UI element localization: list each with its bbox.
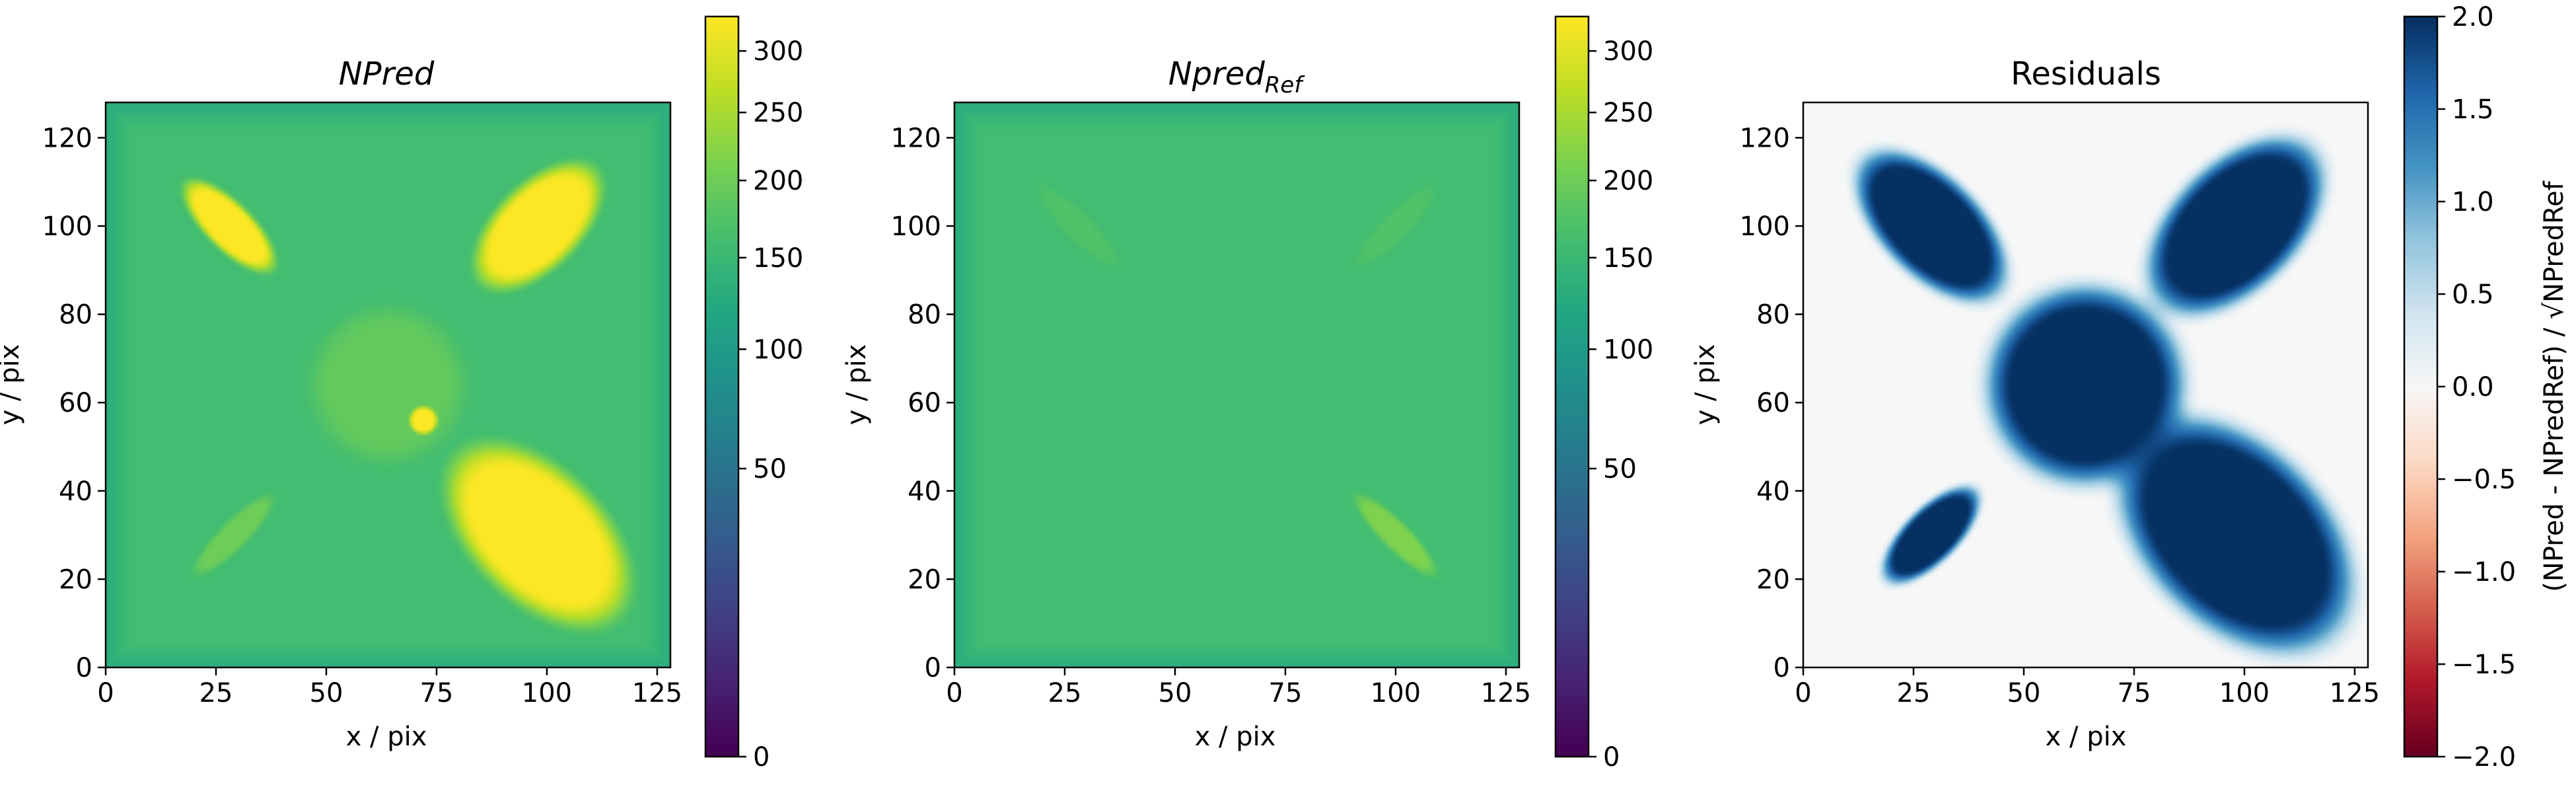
x-tick-label: 125 [632, 678, 682, 708]
colorbar-tick-label: 0.0 [2452, 372, 2494, 402]
x-axis-label-npred-ref: x / pix [1195, 722, 1276, 752]
x-tick-label: 0 [946, 678, 962, 708]
colorbar-tick-label: −1.5 [2452, 650, 2516, 680]
panel-npred-ref: NpredRef 0 25 50 75 100 125 0 20 40 60 80 100 120 x… [841, 15, 1653, 773]
x-tick-label: 100 [1371, 678, 1421, 708]
y-tick-label: 40 [59, 476, 92, 507]
x-tick-label: 125 [1481, 678, 1531, 708]
x-axis-residuals: 0 25 50 75 100 125 [1795, 667, 2380, 708]
colorbar-tick-label: 200 [753, 166, 803, 196]
colorbar-tick-label: 300 [1603, 36, 1653, 67]
x-axis-npred-ref: 0 25 50 75 100 125 [946, 667, 1531, 708]
x-axis-label-npred: x / pix [346, 722, 427, 752]
axes-frame-npred [104, 101, 672, 669]
x-tick-label: 75 [420, 678, 454, 708]
y-tick-label: 120 [1740, 123, 1790, 153]
panel-title-npred-ref-sub: Ref [1265, 72, 1306, 98]
y-tick-label: 60 [1756, 388, 1790, 418]
panel-title-residuals: Residuals [2011, 56, 2161, 93]
x-tick-label: 75 [1269, 678, 1303, 708]
axes-frame-npred-ref [953, 101, 1521, 669]
x-tick-label: 75 [2118, 678, 2151, 708]
colorbar-tick-label: 0 [753, 742, 769, 773]
colorbar-residuals [2404, 17, 2437, 757]
colorbar-ticks-npred-ref: 0 50 100 150 200 250 300 [1589, 36, 1653, 773]
heatmap-residuals [1803, 102, 2368, 667]
colorbar-tick-label: −1.0 [2452, 557, 2516, 587]
colorbar-tick-label: 1.5 [2452, 94, 2494, 125]
y-tick-label: 80 [908, 300, 941, 330]
heatmap-npred [106, 102, 670, 667]
colorbar-tick-label: 2.0 [2452, 2, 2494, 32]
colorbar-frame-npred-ref [1554, 15, 1590, 758]
y-tick-label: 80 [1756, 300, 1790, 330]
y-axis-npred: 0 20 40 60 80 100 120 [42, 123, 106, 683]
y-tick-label: 100 [42, 211, 92, 242]
colorbar-npred [705, 17, 738, 757]
y-axis-label-npred: y / pix [0, 344, 25, 426]
heatmap-npred-ref [954, 102, 1519, 667]
x-tick-label: 100 [522, 678, 572, 708]
x-axis-npred: 0 25 50 75 100 125 [97, 667, 682, 708]
x-tick-label: 125 [2330, 678, 2380, 708]
y-tick-label: 0 [76, 653, 92, 683]
x-tick-label: 100 [2219, 678, 2270, 708]
x-tick-label: 50 [2007, 678, 2041, 708]
y-tick-label: 0 [1773, 653, 1790, 683]
y-tick-label: 20 [1756, 564, 1790, 595]
colorbar-tick-label: 0 [1603, 742, 1620, 773]
panel-residuals: Residuals 0 25 50 75 100 125 020406080100120 … [1690, 2, 2569, 773]
y-axis-residuals: 0 20 40 60 80 100 120 [1740, 123, 1803, 683]
colorbar-tick-label: 250 [753, 98, 803, 128]
x-tick-label: 50 [1159, 678, 1192, 708]
colorbar-tick-label: 0.5 [2452, 280, 2494, 310]
x-tick-label: 25 [1048, 678, 1082, 708]
x-axis-label-residuals: x / pix [2046, 722, 2127, 752]
y-tick-label: 80 [59, 300, 92, 330]
colorbar-tick-label: 150 [753, 243, 803, 274]
y-axis-npred-ref: 0 20 40 60 80 100 120 [891, 123, 954, 683]
colorbar-tick-label: 150 [1603, 243, 1653, 274]
y-axis-label-residuals: y / pix [1690, 344, 1721, 426]
x-tick-label: 50 [310, 678, 343, 708]
colorbar-npred-ref [1556, 17, 1589, 757]
colorbar-tick-label: 250 [1603, 98, 1653, 128]
y-tick-label: 40 [908, 476, 941, 507]
y-tick-label: 100 [1740, 211, 1790, 242]
x-tick-label: 0 [1795, 678, 1811, 708]
colorbar-tick-label: 200 [1603, 166, 1653, 196]
colorbar-tick-label: 300 [753, 36, 803, 67]
panel-title-npred: NPred [339, 56, 435, 93]
colorbar-label-residuals: (NPred - NPredRef) / √NPredRef [2539, 180, 2569, 591]
y-tick-label: 100 [891, 211, 941, 242]
y-tick-label: 120 [42, 123, 92, 153]
y-tick-label: 20 [59, 564, 92, 595]
x-tick-label: 25 [199, 678, 233, 708]
colorbar-frame-npred [704, 15, 740, 758]
colorbar-ticks-npred: 0 50 100 150 200 250 300 [738, 36, 803, 773]
panel-npred: NPred 0 25 50 75 100 125 0 20 40 60 80 100 120 x / … [0, 15, 803, 773]
axes-frame-residuals [1802, 101, 2369, 669]
colorbar-tick-label: −2.0 [2452, 742, 2516, 773]
y-tick-label: 60 [59, 388, 92, 418]
y-tick-label: 40 [1756, 476, 1790, 507]
y-tick-label: 120 [891, 123, 941, 153]
colorbar-tick-label: −0.5 [2452, 465, 2516, 495]
panel-title-npred-ref-main: Npred [1168, 56, 1266, 93]
colorbar-ticks-residuals: −2.0 −1.5 −1.0 −0.5 0.0 0.5 1.0 1.5 2.0 [2437, 2, 2516, 773]
colorbar-tick-label: 100 [753, 334, 803, 365]
y-axis-label-npred-ref: y / pix [841, 344, 872, 426]
colorbar-tick-label: 1.0 [2452, 187, 2494, 217]
colorbar-tick-label: 100 [1603, 334, 1653, 365]
y-tick-label: 20 [908, 564, 941, 595]
y-tick-label: 60 [908, 388, 941, 418]
colorbar-tick-label: 50 [753, 454, 787, 484]
x-tick-label: 25 [1897, 678, 1931, 708]
panel-title-npred-ref: NpredRef [1168, 56, 1306, 98]
y-tick-label: 0 [925, 653, 941, 683]
colorbar-tick-label: 50 [1603, 454, 1637, 484]
x-tick-label: 0 [97, 678, 114, 708]
